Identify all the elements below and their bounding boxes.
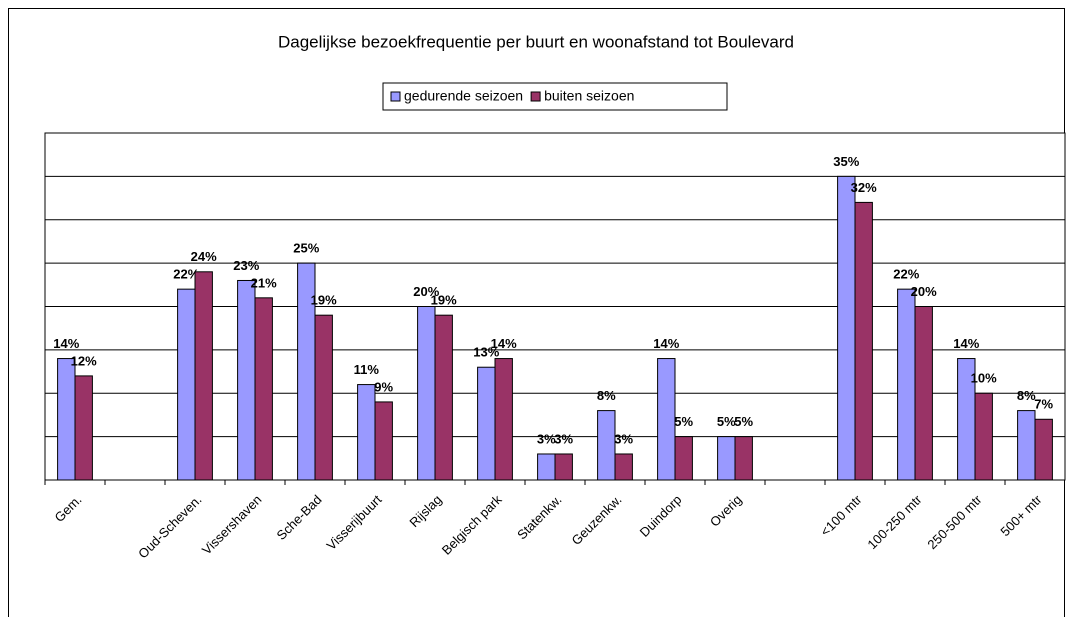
data-label: 9%	[374, 379, 393, 394]
data-label: 25%	[293, 241, 319, 256]
data-label: 22%	[173, 267, 199, 282]
data-label: 14%	[491, 336, 517, 351]
data-label: 14%	[953, 336, 979, 351]
bar	[417, 306, 436, 481]
data-label: 3%	[537, 431, 556, 446]
bar	[1034, 418, 1053, 481]
data-label: 8%	[597, 388, 616, 403]
data-label: 8%	[1017, 388, 1036, 403]
bar	[314, 314, 333, 481]
x-tick-label: Sche-Bad	[274, 492, 325, 543]
legend-swatch	[530, 91, 541, 102]
legend-label: buiten seizoen	[544, 88, 634, 104]
legend-box	[382, 82, 728, 111]
data-label: 21%	[251, 275, 277, 290]
data-label: 3%	[614, 431, 633, 446]
x-tick-label: Oud-Scheven.	[135, 492, 204, 561]
bar	[434, 314, 453, 481]
data-label: 13%	[473, 345, 499, 360]
bar	[254, 297, 273, 481]
x-tick-label: Duindorp	[637, 492, 685, 540]
bar	[597, 410, 616, 481]
bar	[897, 288, 916, 481]
bar	[914, 306, 933, 481]
x-tick-label: 500+ mtr	[997, 491, 1045, 539]
legend-swatch	[390, 91, 401, 102]
bar	[837, 175, 856, 481]
bar	[657, 358, 676, 481]
data-label: 32%	[851, 180, 877, 195]
bar	[177, 288, 196, 481]
bar	[554, 453, 573, 481]
x-tick-label: <100 mtr	[817, 491, 865, 539]
bar	[734, 436, 753, 481]
data-label: 5%	[674, 414, 693, 429]
bar	[537, 453, 556, 481]
x-tick-label: 100-250 mtr	[864, 491, 925, 552]
x-tick-label: Statenkw.	[514, 492, 564, 542]
data-label: 3%	[554, 431, 573, 446]
data-label: 14%	[53, 336, 79, 351]
data-label: 19%	[311, 293, 337, 308]
bar	[57, 358, 76, 481]
x-tick-label: 250-500 mtr	[924, 491, 985, 552]
data-label: 12%	[71, 353, 97, 368]
data-label: 20%	[413, 284, 439, 299]
x-tick-label: Overig	[707, 492, 745, 530]
data-label: 10%	[971, 371, 997, 386]
bar	[614, 453, 633, 481]
bar	[237, 279, 256, 481]
bar	[374, 401, 393, 481]
data-label: 35%	[833, 154, 859, 169]
data-label: 20%	[911, 284, 937, 299]
bar	[494, 358, 513, 481]
bar	[974, 392, 993, 481]
x-tick-label: Vissershaven	[199, 492, 265, 558]
data-label: 24%	[191, 249, 217, 264]
bar	[357, 384, 376, 481]
data-label: 11%	[354, 362, 380, 377]
x-tick-label: Geuzenkw.	[568, 492, 624, 548]
x-tick-label: Rijslag	[406, 492, 444, 530]
x-tick-label: Gem.	[51, 492, 84, 525]
legend-label: gedurende seizoen	[404, 88, 523, 104]
bar	[74, 375, 93, 481]
data-label: 19%	[431, 293, 457, 308]
bar	[854, 201, 873, 481]
data-label: 22%	[893, 267, 919, 282]
data-label: 14%	[653, 336, 679, 351]
x-tick-label: Visserijbuurt	[324, 492, 385, 553]
bar	[717, 436, 736, 481]
x-tick-label: Belgisch park	[439, 492, 505, 558]
bar	[1017, 410, 1036, 481]
data-label: 23%	[233, 258, 259, 273]
data-label: 5%	[734, 414, 753, 429]
data-label: 7%	[1034, 397, 1053, 412]
bar	[194, 271, 213, 481]
chart-title: Dagelijkse bezoekfrequentie per buurt en…	[278, 32, 794, 51]
data-label: 5%	[717, 414, 736, 429]
bar	[674, 436, 693, 481]
bar	[477, 366, 496, 481]
